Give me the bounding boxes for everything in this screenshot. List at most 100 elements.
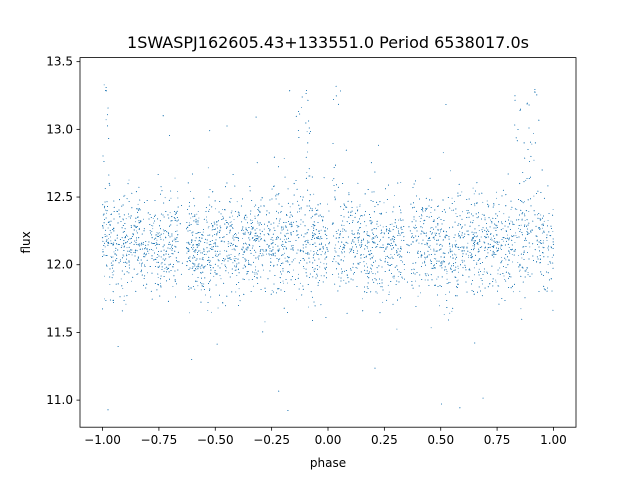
data-point: [335, 244, 337, 246]
data-point: [229, 221, 231, 223]
data-point: [253, 206, 255, 208]
data-point: [424, 252, 426, 254]
data-point: [320, 229, 322, 231]
data-point: [106, 223, 107, 225]
data-point: [348, 252, 350, 254]
data-point: [162, 229, 164, 231]
data-point: [110, 240, 112, 242]
data-point: [227, 243, 229, 245]
data-point: [427, 255, 428, 257]
data-point: [244, 260, 246, 262]
data-point: [313, 234, 315, 236]
data-point: [474, 205, 476, 207]
data-point: [403, 269, 405, 270]
data-point: [128, 216, 130, 218]
data-point: [524, 225, 526, 227]
data-point: [124, 194, 126, 196]
data-point: [517, 262, 519, 263]
data-point: [391, 223, 393, 225]
data-point: [170, 256, 172, 258]
data-point: [313, 224, 315, 226]
data-point: [525, 179, 527, 181]
data-point: [415, 224, 416, 226]
data-point: [211, 229, 213, 231]
data-point: [298, 211, 300, 213]
data-point: [191, 273, 193, 275]
data-point: [102, 249, 104, 250]
data-point: [300, 207, 302, 208]
data-point: [446, 278, 448, 280]
data-point: [454, 201, 456, 202]
data-point: [329, 242, 331, 244]
data-point: [377, 225, 379, 227]
data-point: [310, 250, 312, 252]
data-point: [294, 258, 296, 260]
data-point: [215, 253, 217, 255]
data-point: [424, 279, 426, 281]
data-point: [420, 292, 422, 294]
data-point: [219, 250, 221, 252]
data-point: [263, 254, 265, 256]
data-point: [135, 221, 137, 223]
data-point: [200, 289, 202, 291]
data-point: [457, 279, 459, 281]
data-point: [335, 261, 337, 263]
data-point: [392, 229, 394, 231]
data-point: [531, 143, 533, 145]
data-point: [255, 235, 257, 237]
data-point: [434, 238, 435, 240]
data-point: [377, 283, 378, 285]
data-point: [483, 271, 485, 273]
data-point: [170, 197, 172, 199]
data-point: [461, 191, 463, 193]
data-point: [151, 231, 153, 232]
data-point: [242, 247, 244, 249]
data-point: [262, 253, 264, 255]
data-point: [440, 231, 442, 233]
data-point: [338, 248, 340, 250]
data-point: [163, 233, 165, 235]
data-point: [187, 243, 189, 245]
data-point: [393, 277, 395, 279]
data-point: [502, 240, 504, 242]
data-point: [351, 240, 353, 242]
data-point: [306, 171, 308, 173]
data-point: [154, 245, 156, 247]
data-points: [101, 84, 555, 411]
data-point: [508, 247, 510, 249]
data-point: [536, 214, 538, 216]
data-point: [451, 271, 453, 273]
data-point: [320, 275, 322, 277]
data-point: [379, 240, 381, 242]
data-point: [217, 307, 219, 309]
data-point: [519, 290, 521, 292]
data-point: [356, 267, 358, 269]
data-point: [417, 295, 419, 297]
data-point: [496, 242, 498, 244]
data-point: [305, 233, 307, 235]
data-point: [382, 301, 384, 303]
data-point: [518, 255, 520, 256]
data-point: [492, 252, 494, 254]
data-point: [298, 273, 299, 275]
data-point: [131, 280, 133, 282]
data-point: [387, 284, 389, 286]
data-point: [120, 261, 121, 263]
data-point: [515, 232, 517, 234]
data-point: [430, 212, 432, 213]
data-point: [517, 227, 519, 229]
data-point: [315, 207, 316, 209]
data-point: [229, 258, 231, 260]
data-point: [278, 260, 279, 262]
data-point: [374, 273, 376, 275]
data-point: [525, 269, 527, 271]
data-point: [543, 240, 544, 242]
data-point: [343, 279, 345, 281]
data-point: [512, 261, 514, 263]
data-point: [263, 250, 265, 252]
data-point: [379, 224, 381, 226]
data-point: [127, 235, 129, 237]
data-point: [136, 230, 138, 232]
data-point: [402, 277, 404, 279]
